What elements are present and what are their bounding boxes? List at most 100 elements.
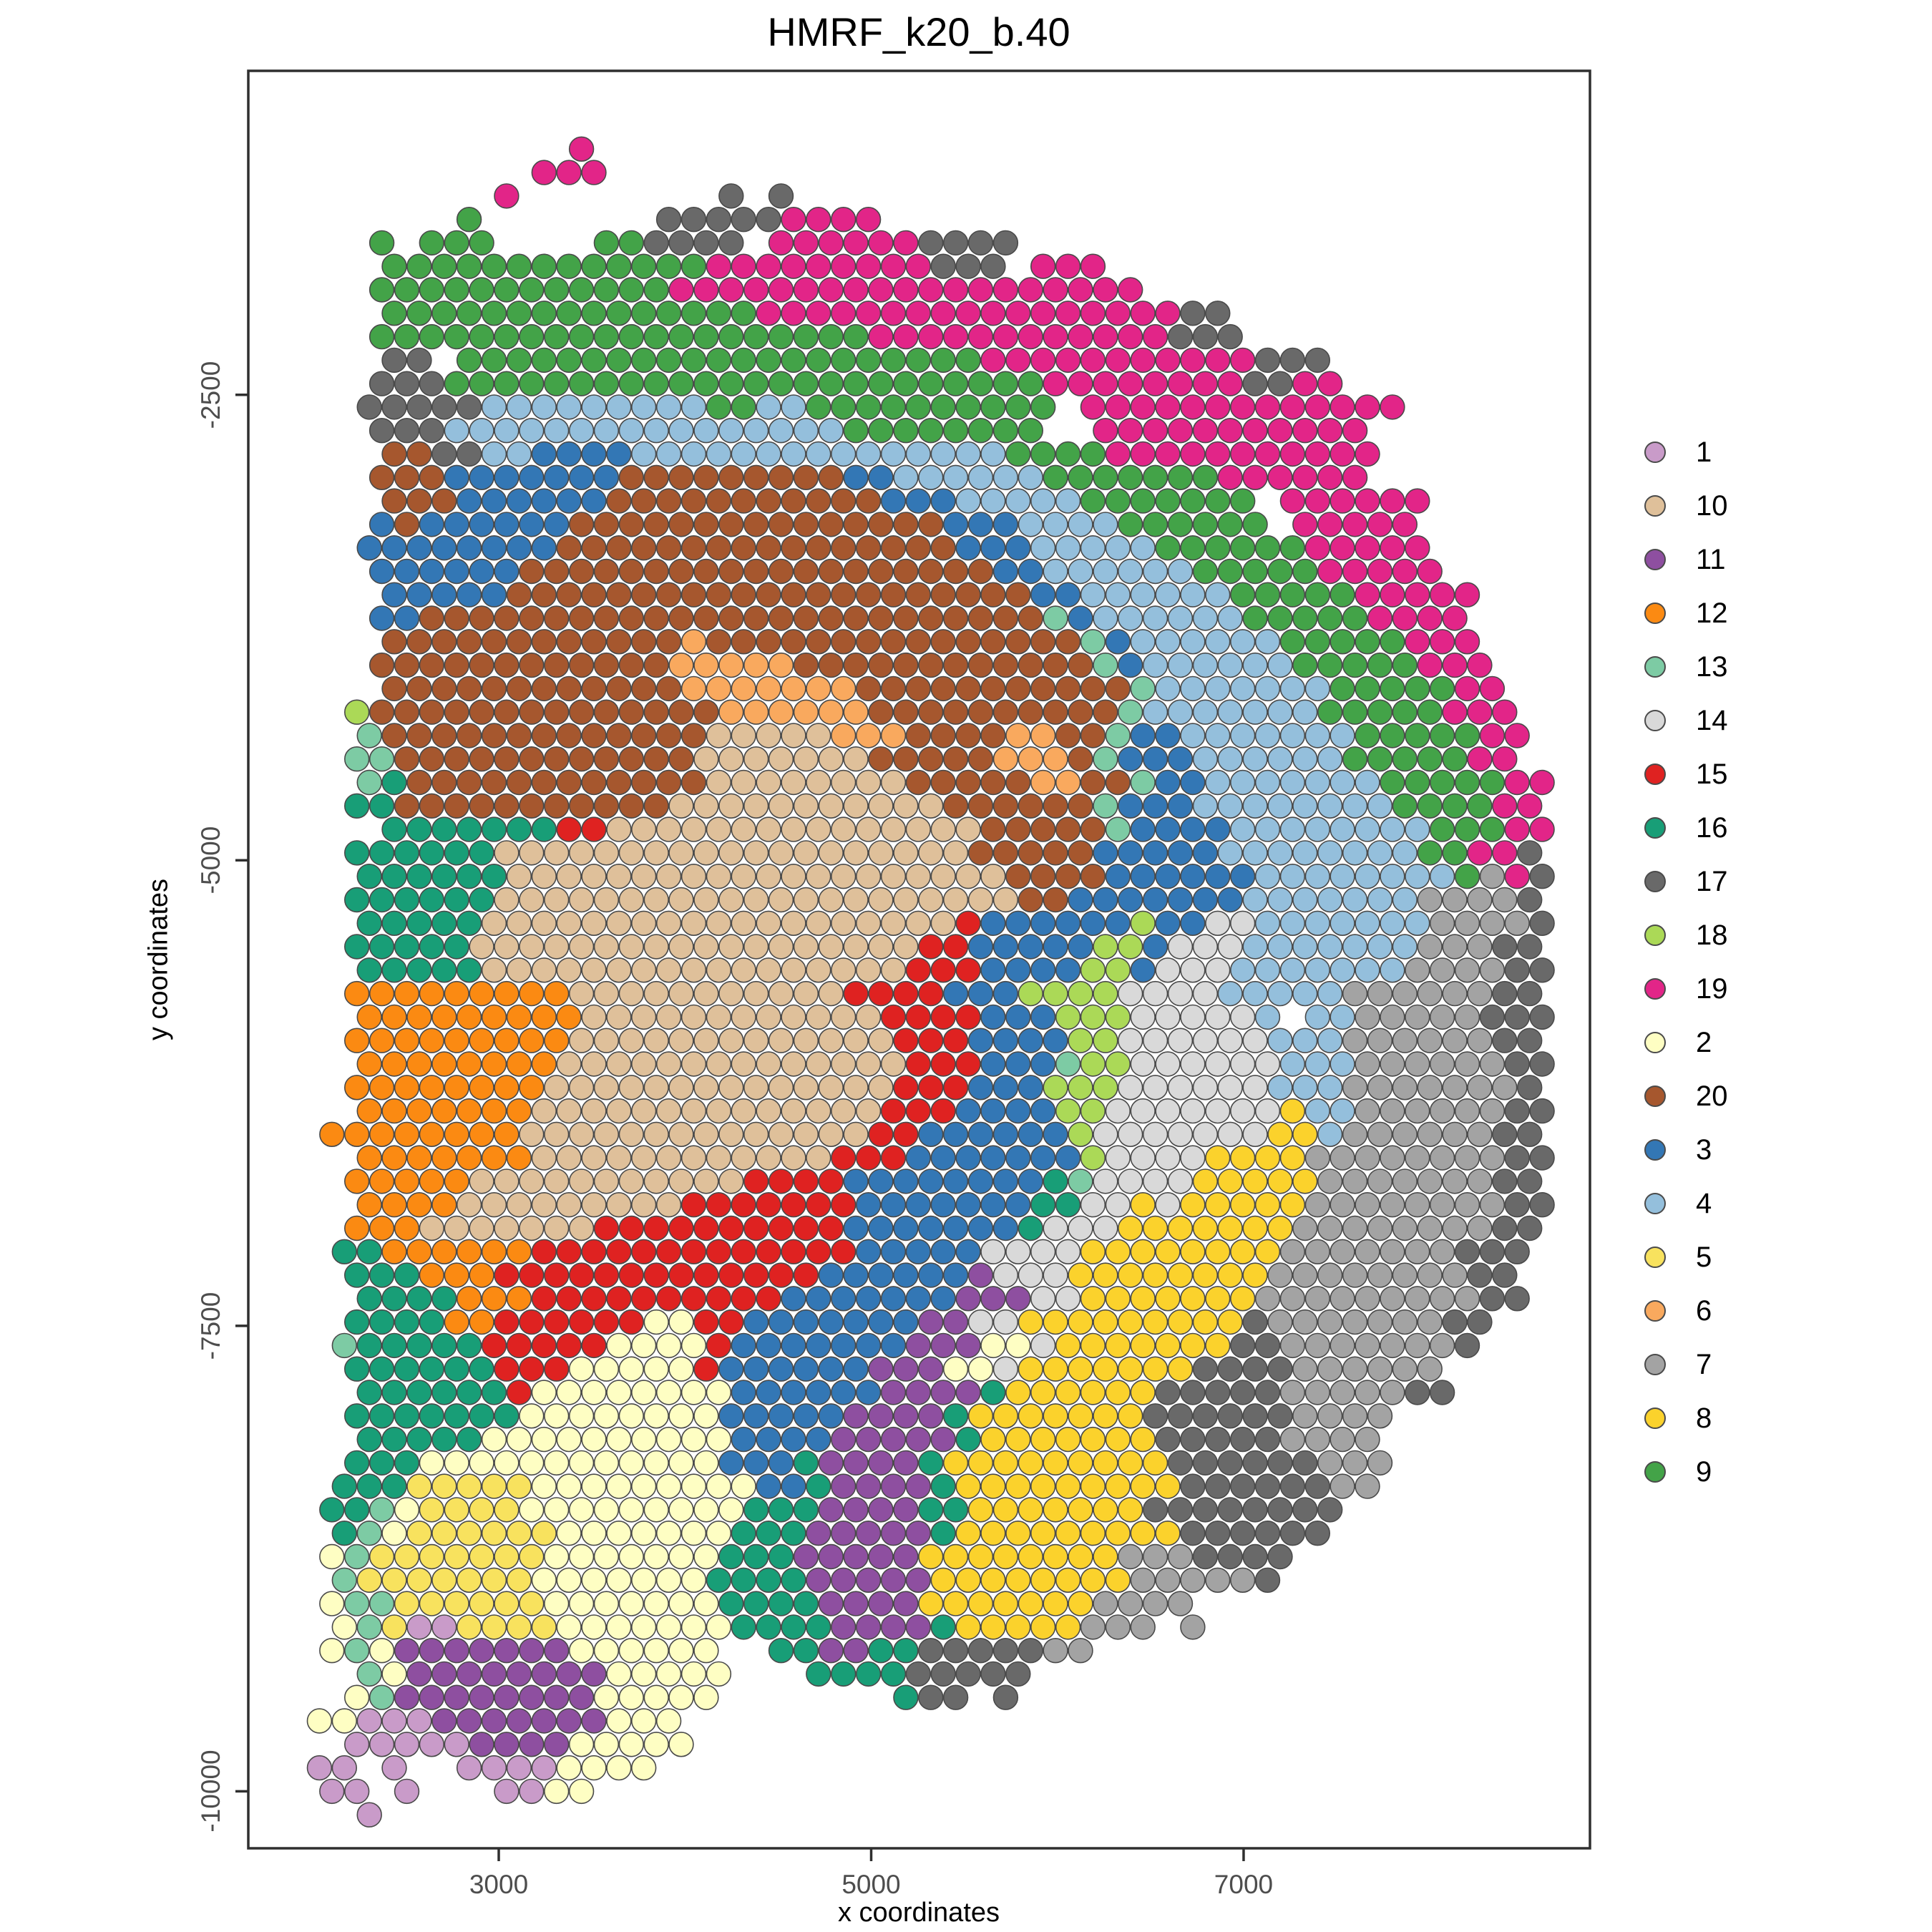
spot-cluster-12 xyxy=(419,1075,444,1101)
spot-cluster-14 xyxy=(1155,1098,1181,1124)
spot-cluster-12 xyxy=(531,1004,557,1030)
spot-cluster-10 xyxy=(481,910,507,937)
spot-cluster-20 xyxy=(1005,582,1031,608)
spot-cluster-3 xyxy=(1105,629,1131,655)
legend-swatch-10 xyxy=(1644,495,1666,517)
spot-cluster-15 xyxy=(955,1004,981,1030)
spot-cluster-10 xyxy=(556,910,582,937)
spot-cluster-4 xyxy=(1429,863,1455,889)
spot-cluster-9 xyxy=(655,253,682,279)
spot-cluster-16 xyxy=(419,840,444,866)
spot-cluster-12 xyxy=(481,1145,507,1171)
spot-cluster-10 xyxy=(930,910,956,937)
spot-cluster-7 xyxy=(1417,934,1443,960)
spot-cluster-19 xyxy=(1217,417,1243,444)
spot-cluster-9 xyxy=(930,347,956,374)
spot-cluster-20 xyxy=(506,629,532,655)
spot-cluster-19 xyxy=(918,277,944,303)
spot-cluster-10 xyxy=(718,840,744,866)
spot-cluster-20 xyxy=(419,746,444,772)
spot-cluster-5 xyxy=(444,1591,469,1616)
spot-cluster-18 xyxy=(1080,1051,1106,1077)
spot-cluster-20 xyxy=(781,488,806,514)
spot-cluster-19 xyxy=(855,253,882,279)
spot-cluster-10 xyxy=(830,957,857,983)
spot-cluster-17 xyxy=(918,1684,944,1710)
spot-cluster-20 xyxy=(880,535,907,561)
spot-cluster-20 xyxy=(593,512,620,537)
spot-cluster-20 xyxy=(643,464,669,490)
legend-item-20: 20 xyxy=(1644,1080,1728,1112)
spot-cluster-18 xyxy=(1068,980,1093,1007)
spot-cluster-14 xyxy=(1105,1145,1131,1171)
spot-cluster-11 xyxy=(419,1684,444,1710)
spot-cluster-12 xyxy=(444,1309,469,1335)
spot-cluster-19 xyxy=(1155,347,1181,374)
spot-cluster-15 xyxy=(930,1098,956,1124)
spot-cluster-13 xyxy=(1055,1051,1081,1077)
spot-cluster-20 xyxy=(843,605,869,631)
spot-cluster-7 xyxy=(1417,887,1443,913)
spot-cluster-20 xyxy=(1080,816,1106,842)
spot-cluster-11 xyxy=(543,1638,570,1664)
spot-cluster-19 xyxy=(1080,394,1106,420)
spot-cluster-3 xyxy=(992,1121,1019,1148)
spot-cluster-4 xyxy=(1304,1051,1331,1077)
y-tick-label: -5000 xyxy=(196,826,225,894)
spot-cluster-17 xyxy=(1242,1497,1268,1523)
spot-cluster-19 xyxy=(1492,746,1518,772)
spot-cluster-20 xyxy=(942,652,969,678)
spot-cluster-16 xyxy=(356,1380,382,1405)
spot-cluster-12 xyxy=(469,1262,494,1288)
spot-cluster-3 xyxy=(980,910,1006,937)
spot-cluster-7 xyxy=(1392,1169,1418,1194)
spot-cluster-15 xyxy=(593,1309,620,1335)
spot-cluster-7 xyxy=(1429,1239,1455,1265)
spot-cluster-20 xyxy=(756,629,781,655)
spot-cluster-16 xyxy=(955,1426,981,1453)
spot-cluster-12 xyxy=(406,1004,432,1030)
spot-cluster-14 xyxy=(1155,1191,1181,1218)
spot-cluster-3 xyxy=(980,1145,1006,1171)
spot-cluster-4 xyxy=(1167,605,1194,631)
spot-cluster-17 xyxy=(394,371,420,396)
spot-cluster-11 xyxy=(918,1356,944,1382)
spot-cluster-4 xyxy=(1330,1051,1355,1077)
spot-cluster-2 xyxy=(568,1356,595,1382)
spot-cluster-2 xyxy=(593,1543,620,1570)
spot-cluster-15 xyxy=(781,1239,806,1265)
spot-cluster-20 xyxy=(793,605,819,631)
spot-cluster-2 xyxy=(630,1614,657,1640)
spot-cluster-7 xyxy=(1429,1286,1455,1312)
spot-cluster-10 xyxy=(731,863,756,889)
spot-cluster-3 xyxy=(519,464,545,490)
spot-cluster-3 xyxy=(731,1332,756,1359)
spot-cluster-16 xyxy=(381,863,407,889)
spot-cluster-17 xyxy=(1180,1521,1206,1546)
spot-cluster-19 xyxy=(967,277,994,303)
spot-cluster-16 xyxy=(406,910,432,937)
spot-cluster-13 xyxy=(1043,605,1068,631)
spot-cluster-19 xyxy=(868,277,894,303)
spot-cluster-9 xyxy=(1068,464,1093,490)
spot-cluster-10 xyxy=(731,723,756,748)
spot-cluster-20 xyxy=(593,652,620,678)
spot-cluster-16 xyxy=(743,1497,769,1523)
spot-cluster-10 xyxy=(955,816,981,842)
spot-cluster-9 xyxy=(506,253,532,279)
spot-cluster-20 xyxy=(1055,675,1081,702)
spot-cluster-20 xyxy=(930,769,956,796)
spot-cluster-19 xyxy=(1330,441,1355,467)
spot-cluster-10 xyxy=(743,1121,769,1148)
spot-cluster-20 xyxy=(630,582,657,608)
spot-cluster-16 xyxy=(930,1521,956,1546)
spot-cluster-9 xyxy=(830,347,857,374)
spot-cluster-20 xyxy=(781,535,806,561)
spot-cluster-8 xyxy=(1130,1521,1156,1546)
spot-cluster-17 xyxy=(967,230,994,256)
spot-cluster-17 xyxy=(1254,1521,1281,1546)
spot-cluster-5 xyxy=(406,1521,432,1546)
spot-cluster-17 xyxy=(1529,957,1555,983)
spot-cluster-3 xyxy=(469,558,494,585)
spot-cluster-17 xyxy=(643,230,669,256)
